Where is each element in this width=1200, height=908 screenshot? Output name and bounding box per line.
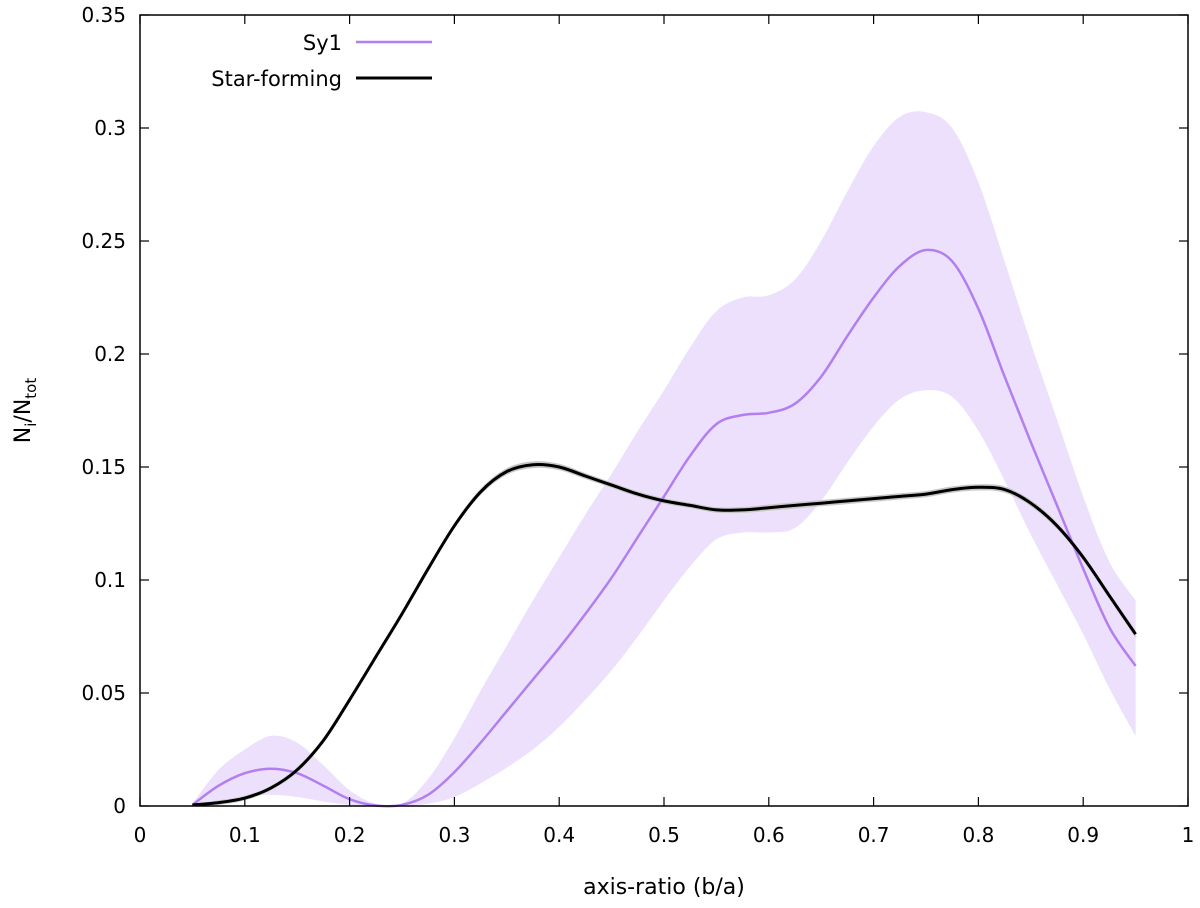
y-tick-label: 0.3 <box>94 116 126 140</box>
y-tick-label: 0.25 <box>81 229 126 253</box>
x-tick-label: 1 <box>1182 823 1195 847</box>
y-axis-title-slash: /N <box>11 399 36 423</box>
y-tick-label: 0.2 <box>94 342 126 366</box>
x-axis-title: axis-ratio (b/a) <box>583 875 745 900</box>
x-tick-label: 0.5 <box>648 823 680 847</box>
x-tick-label: 0.7 <box>858 823 890 847</box>
y-axis-title-main: N <box>11 427 36 443</box>
x-tick-label: 0.6 <box>753 823 785 847</box>
y-axis-title-sub-tot: tot <box>22 378 40 399</box>
x-tick-label: 0.9 <box>1067 823 1099 847</box>
x-tick-label: 0.3 <box>438 823 470 847</box>
legend-label-sy1: Sy1 <box>303 31 342 55</box>
y-axis-title: Ni/Ntot <box>11 378 40 444</box>
band-sy1 <box>192 111 1136 807</box>
line-star-forming <box>192 462 1137 807</box>
x-tick-label: 0.1 <box>229 823 261 847</box>
y-axis-title-sub-i: i <box>22 423 40 427</box>
x-tick-label: 0.2 <box>334 823 366 847</box>
x-tick-label: 0.4 <box>543 823 575 847</box>
legend: Sy1 Star-forming <box>211 31 432 91</box>
y-tick-label: 0.05 <box>81 681 126 705</box>
y-axis: 0 0.05 0.1 0.15 0.2 0.25 0.3 0.35 <box>81 3 1188 818</box>
y-tick-label: 0.35 <box>81 3 126 27</box>
y-tick-label: 0.1 <box>94 568 126 592</box>
legend-label-star-forming: Star-forming <box>211 67 342 91</box>
x-tick-label: 0 <box>134 823 147 847</box>
y-tick-label: 0 <box>113 794 126 818</box>
x-axis: 0 0.1 0.2 0.3 0.4 0.5 0.6 0.7 0.8 0.9 1 <box>134 15 1195 847</box>
x-tick-label: 0.8 <box>962 823 994 847</box>
error-bands <box>192 111 1136 807</box>
y-tick-label: 0.15 <box>81 455 126 479</box>
